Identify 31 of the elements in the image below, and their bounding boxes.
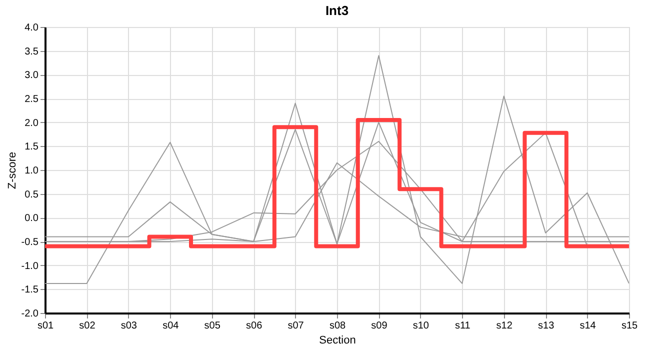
y-tick-label: -1.0 (21, 260, 39, 272)
x-tick-label: s05 (204, 320, 221, 332)
y-tick-label: -1.5 (21, 284, 39, 296)
y-tick-label: 4.0 (24, 22, 39, 34)
y-tick-label: 3.0 (24, 70, 39, 82)
y-tick-label: 0.5 (24, 189, 39, 200)
x-tick-label: s03 (120, 320, 138, 332)
x-tick-label: s13 (538, 320, 555, 332)
x-tick-label: s14 (580, 320, 596, 332)
x-tick-label: s10 (412, 320, 430, 332)
y-tick-label: 3.5 (24, 46, 39, 58)
x-tick-label: s04 (162, 320, 180, 332)
y-tick-label: 1.5 (24, 142, 39, 153)
x-tick-label: s06 (246, 320, 263, 332)
y-axis-title: Z-score (6, 152, 18, 190)
x-tick-label: s02 (79, 320, 96, 332)
x-tick-label: s07 (288, 320, 304, 332)
y-tick-label: -0.5 (21, 237, 39, 248)
x-tick-label: s12 (496, 320, 513, 332)
y-tick-label: 2.5 (24, 94, 39, 105)
chart-title: Int3 (325, 3, 349, 18)
x-tick-label: s08 (329, 320, 346, 332)
y-tick-label: 0.0 (24, 213, 39, 224)
x-tick-label: s01 (37, 320, 54, 332)
x-axis-title: Section (319, 334, 356, 346)
y-tick-label: 2.0 (24, 118, 39, 129)
x-tick-label: s15 (621, 320, 638, 332)
y-tick-label: -2.0 (21, 308, 39, 320)
x-tick-label: s11 (454, 320, 471, 332)
y-tick-label: 1.0 (24, 166, 39, 176)
x-tick-label: s09 (371, 320, 388, 332)
